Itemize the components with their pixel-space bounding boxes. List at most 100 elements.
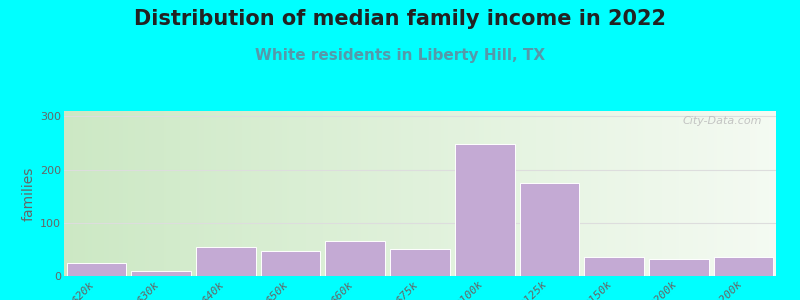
Bar xyxy=(446,111,449,276)
Bar xyxy=(671,111,674,276)
Bar xyxy=(752,111,754,276)
Bar xyxy=(322,111,325,276)
Bar xyxy=(304,111,306,276)
Bar xyxy=(420,111,422,276)
Bar xyxy=(66,263,126,276)
Bar xyxy=(418,111,420,276)
Bar xyxy=(275,111,278,276)
Bar xyxy=(707,111,710,276)
Bar xyxy=(622,111,624,276)
Bar xyxy=(771,111,774,276)
Bar xyxy=(605,111,607,276)
Bar xyxy=(169,111,171,276)
Bar xyxy=(646,111,648,276)
Bar xyxy=(454,111,456,276)
Bar xyxy=(518,111,520,276)
Bar xyxy=(729,111,731,276)
Bar xyxy=(366,111,368,276)
Bar xyxy=(430,111,432,276)
Bar xyxy=(216,111,218,276)
Bar xyxy=(636,111,638,276)
Bar xyxy=(142,111,145,276)
Bar xyxy=(498,111,501,276)
Bar xyxy=(734,111,736,276)
Bar xyxy=(724,111,726,276)
Bar xyxy=(157,111,159,276)
Bar xyxy=(638,111,641,276)
Bar xyxy=(617,111,619,276)
Bar xyxy=(233,111,235,276)
Bar xyxy=(742,111,745,276)
Bar xyxy=(439,111,442,276)
Bar xyxy=(398,111,401,276)
Bar xyxy=(584,111,586,276)
Bar xyxy=(665,111,667,276)
Bar xyxy=(674,111,676,276)
Bar xyxy=(470,111,472,276)
Bar xyxy=(626,111,629,276)
Bar xyxy=(380,111,382,276)
Bar xyxy=(373,111,375,276)
Bar xyxy=(558,111,560,276)
Bar xyxy=(258,111,261,276)
Bar xyxy=(178,111,180,276)
Bar xyxy=(612,111,614,276)
Bar xyxy=(370,111,373,276)
Bar xyxy=(690,111,693,276)
Bar xyxy=(128,111,130,276)
Bar xyxy=(196,247,255,276)
Bar xyxy=(714,111,717,276)
Bar xyxy=(548,111,550,276)
Bar xyxy=(294,111,297,276)
Bar xyxy=(515,111,518,276)
Bar xyxy=(484,111,486,276)
Bar xyxy=(600,111,602,276)
Bar xyxy=(358,111,361,276)
Bar xyxy=(64,111,66,276)
Bar xyxy=(361,111,363,276)
Bar xyxy=(240,111,242,276)
Bar xyxy=(577,111,579,276)
Bar xyxy=(118,111,121,276)
Bar xyxy=(330,111,332,276)
Bar xyxy=(726,111,729,276)
Bar xyxy=(503,111,506,276)
Bar xyxy=(658,111,660,276)
Bar xyxy=(741,111,742,276)
Bar xyxy=(562,111,565,276)
Bar xyxy=(95,111,98,276)
Bar xyxy=(736,111,738,276)
Bar xyxy=(282,111,285,276)
Bar xyxy=(254,111,256,276)
Bar xyxy=(754,111,757,276)
Bar xyxy=(344,111,346,276)
Bar xyxy=(541,111,543,276)
Bar xyxy=(693,111,695,276)
Bar xyxy=(710,111,712,276)
Bar xyxy=(482,111,484,276)
Bar xyxy=(278,111,280,276)
Bar xyxy=(228,111,230,276)
Bar xyxy=(506,111,508,276)
Bar xyxy=(614,111,617,276)
Bar xyxy=(555,111,558,276)
Bar xyxy=(69,111,71,276)
Bar xyxy=(130,111,133,276)
Bar xyxy=(649,259,709,276)
Bar xyxy=(182,111,185,276)
Bar xyxy=(66,111,69,276)
Bar xyxy=(745,111,747,276)
Bar xyxy=(152,111,154,276)
Bar xyxy=(472,111,474,276)
Bar xyxy=(415,111,418,276)
Bar xyxy=(249,111,251,276)
Bar xyxy=(287,111,290,276)
Bar xyxy=(326,242,385,276)
Bar xyxy=(662,111,665,276)
Bar xyxy=(653,111,655,276)
Bar xyxy=(194,111,197,276)
Bar xyxy=(93,111,95,276)
Bar xyxy=(74,111,76,276)
Bar xyxy=(479,111,482,276)
Bar xyxy=(496,111,498,276)
